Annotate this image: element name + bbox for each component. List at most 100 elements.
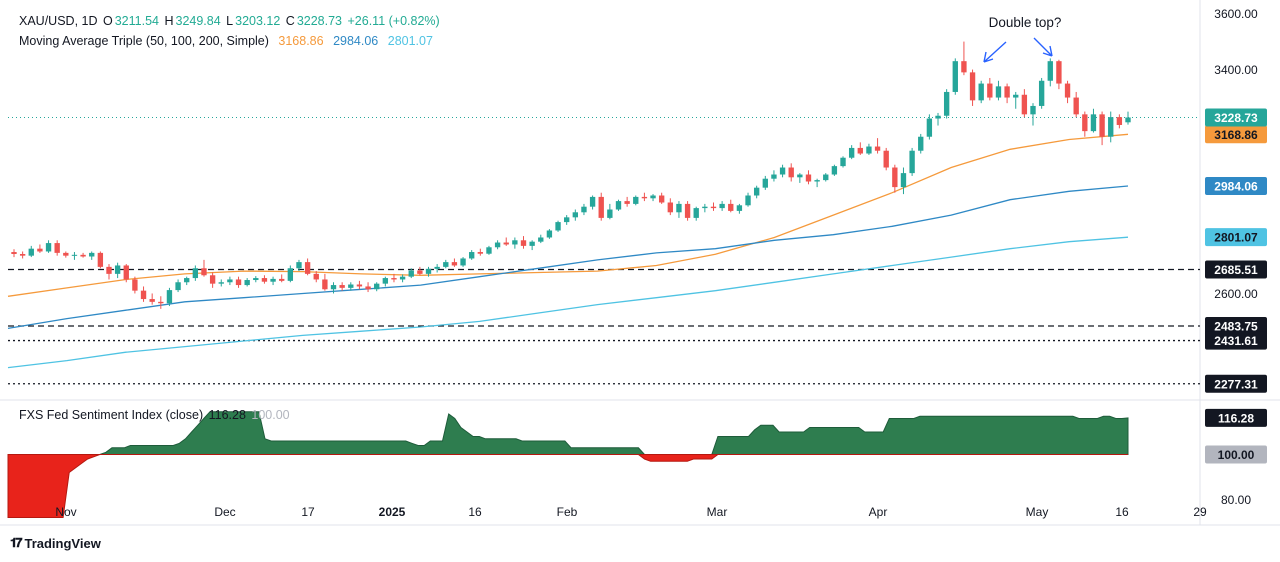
candle-body: [494, 242, 501, 248]
candle-body: [719, 203, 725, 209]
price-legend: XAU/USD, 1D O 3211.54 H 3249.84 L 3203.12 C…: [19, 14, 442, 28]
candle-body: [1021, 94, 1028, 115]
candle-body: [166, 290, 173, 304]
candle-body: [520, 240, 527, 246]
x-tick-label: May: [1026, 505, 1049, 519]
annotation-label: Double top?: [989, 15, 1062, 30]
candle-body: [555, 222, 561, 231]
y-tick-label: 3400.00: [1214, 63, 1258, 77]
candle-body: [54, 243, 60, 253]
x-tick-label: Mar: [707, 505, 728, 519]
candle-body: [408, 270, 414, 277]
candle-body: [443, 262, 449, 267]
ma50-price-label: 3168.86: [1214, 128, 1258, 142]
candle-body: [840, 157, 846, 167]
legend-open-label: O: [102, 14, 113, 28]
candle-body: [633, 196, 639, 204]
candle-body: [624, 201, 630, 204]
level-price-label: 2483.75: [1214, 319, 1258, 333]
ma50-price-label-bg: [1205, 125, 1267, 144]
candle-body: [823, 174, 829, 181]
y-tick-label: 3600.00: [1214, 7, 1258, 21]
candle-body: [175, 282, 181, 291]
candle-body: [779, 167, 786, 175]
level-price-label: 2685.51: [1214, 263, 1258, 277]
ma50-value: 3168.86: [278, 34, 324, 48]
x-tick-label: 17: [301, 505, 315, 519]
candle-body: [1056, 61, 1062, 84]
candle-body: [235, 279, 242, 286]
candle-body: [736, 205, 743, 211]
tradingview-watermark: 𝟏𝟕 TradingView: [10, 535, 101, 551]
candle-body: [650, 195, 656, 199]
legend-symbol: XAU/USD, 1D: [19, 14, 98, 28]
candle-body: [943, 91, 950, 116]
candle-body: [589, 196, 596, 207]
candle-body: [771, 174, 777, 179]
candle-body: [1047, 61, 1053, 81]
legend-close-label: C: [285, 14, 295, 28]
candle-body: [451, 262, 458, 266]
candle-body: [874, 146, 881, 151]
candle-body: [607, 209, 613, 218]
sentiment-legend: FXS Fed Sentiment Index (close) 116.28 1…: [19, 408, 292, 422]
sentiment-ghost-value: 100.00: [251, 408, 290, 422]
candle-body: [460, 258, 466, 266]
candle-body: [926, 118, 933, 137]
candle-body: [581, 206, 587, 213]
candle-body: [909, 150, 915, 174]
candle-body: [339, 285, 345, 288]
sentiment-title: FXS Fed Sentiment Index (close): [19, 408, 204, 422]
candle-body: [287, 268, 294, 281]
candle-body: [123, 265, 129, 280]
ma100-price-label: 2984.06: [1214, 179, 1258, 193]
candle-body: [615, 201, 622, 210]
candle-body: [296, 262, 302, 269]
candle-body: [425, 268, 432, 274]
candle-body: [140, 290, 147, 300]
x-tick-label: 16: [468, 505, 482, 519]
ma200-price-label: 2801.07: [1214, 231, 1258, 245]
candle-body: [728, 203, 734, 211]
level-price-label-bg: [1205, 374, 1267, 393]
ma-line-50: [7, 133, 1129, 297]
candle-body: [598, 196, 604, 218]
candle-body: [788, 167, 794, 178]
candle-body: [469, 252, 475, 259]
candle-body: [918, 136, 924, 151]
candle-body: [374, 283, 380, 290]
candle-body: [667, 202, 673, 213]
annotation-arrow-right: [1033, 37, 1053, 57]
candle-body: [538, 237, 544, 242]
legend-open: 3211.54: [114, 14, 159, 28]
sentiment-baseline-label: 100.00: [1218, 448, 1255, 462]
x-tick-label: 29: [1193, 505, 1207, 519]
level-price-label-bg: [1205, 316, 1267, 335]
candle-body: [37, 248, 43, 252]
candle-body: [365, 286, 371, 290]
candle-body: [399, 276, 406, 280]
candle-body: [244, 280, 250, 286]
candle-body: [1108, 117, 1114, 137]
candle-body: [28, 248, 34, 256]
legend-high-label: H: [164, 14, 174, 28]
sentiment-positive-area: [8, 411, 1129, 455]
candle-body: [71, 254, 78, 256]
level-price-label: 2277.31: [1214, 377, 1258, 391]
watermark-text: TradingView: [24, 535, 101, 551]
legend-change: +26.11 (+0.82%): [347, 14, 440, 28]
candle-body: [892, 167, 898, 188]
legend-low-label: L: [226, 14, 234, 28]
candle-body: [132, 279, 138, 291]
annotation-arrow-left: [983, 41, 1007, 63]
ma100-value: 2984.06: [333, 34, 379, 48]
sentiment-last-label-bg: [1205, 408, 1267, 427]
candle-body: [1038, 80, 1045, 106]
candle-body: [348, 284, 354, 288]
candle-body: [434, 266, 440, 269]
candle-body: [97, 252, 104, 267]
legend-high: 3249.84: [175, 14, 221, 28]
legend-low: 3203.12: [235, 14, 281, 28]
candle-body: [45, 243, 52, 252]
